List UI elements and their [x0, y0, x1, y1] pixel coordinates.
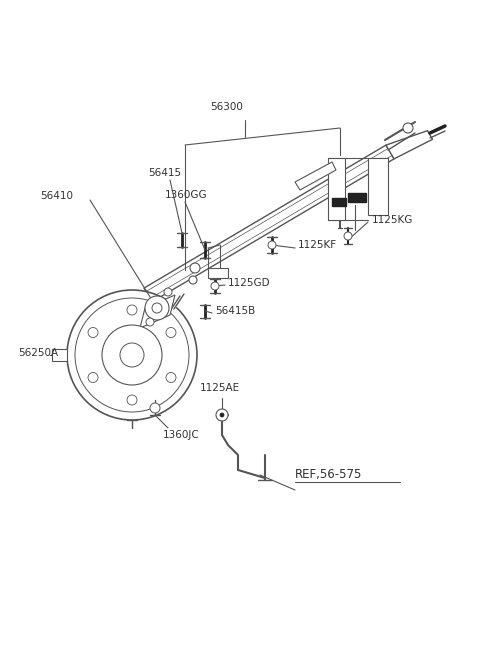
Circle shape — [403, 123, 413, 133]
FancyBboxPatch shape — [348, 193, 366, 202]
Text: 56410: 56410 — [40, 191, 73, 201]
Text: 56250A: 56250A — [18, 348, 58, 358]
Text: 56415: 56415 — [148, 168, 181, 178]
Circle shape — [67, 290, 197, 420]
Circle shape — [145, 296, 169, 320]
Circle shape — [146, 318, 154, 326]
Text: 56415B: 56415B — [215, 306, 255, 316]
Text: 1360JC: 1360JC — [163, 430, 200, 440]
Circle shape — [216, 409, 228, 421]
Polygon shape — [146, 149, 392, 299]
Circle shape — [152, 303, 162, 313]
Circle shape — [211, 282, 219, 290]
Circle shape — [166, 328, 176, 337]
Text: 1125AE: 1125AE — [200, 383, 240, 393]
Circle shape — [127, 395, 137, 405]
Polygon shape — [328, 158, 345, 220]
Circle shape — [268, 241, 276, 249]
Text: 1125KG: 1125KG — [372, 215, 413, 225]
Text: REF,56-575: REF,56-575 — [295, 468, 362, 481]
Circle shape — [164, 288, 172, 296]
Circle shape — [75, 298, 189, 412]
Circle shape — [127, 305, 137, 315]
Circle shape — [220, 413, 224, 417]
Polygon shape — [208, 268, 228, 278]
Text: 1125GD: 1125GD — [228, 278, 271, 288]
Circle shape — [120, 343, 144, 367]
Circle shape — [88, 373, 98, 383]
Polygon shape — [52, 349, 67, 361]
FancyBboxPatch shape — [332, 198, 346, 206]
Polygon shape — [386, 131, 432, 159]
Polygon shape — [295, 162, 336, 190]
Circle shape — [190, 263, 200, 273]
Circle shape — [102, 325, 162, 385]
Polygon shape — [368, 158, 388, 215]
Circle shape — [344, 232, 352, 240]
Circle shape — [166, 373, 176, 383]
Circle shape — [88, 328, 98, 337]
Text: 1360GG: 1360GG — [165, 190, 208, 200]
Polygon shape — [144, 145, 394, 302]
Text: 1125KF: 1125KF — [298, 240, 337, 250]
Polygon shape — [140, 295, 175, 328]
Circle shape — [189, 276, 197, 284]
Circle shape — [150, 403, 160, 413]
Text: 56300: 56300 — [211, 102, 243, 112]
